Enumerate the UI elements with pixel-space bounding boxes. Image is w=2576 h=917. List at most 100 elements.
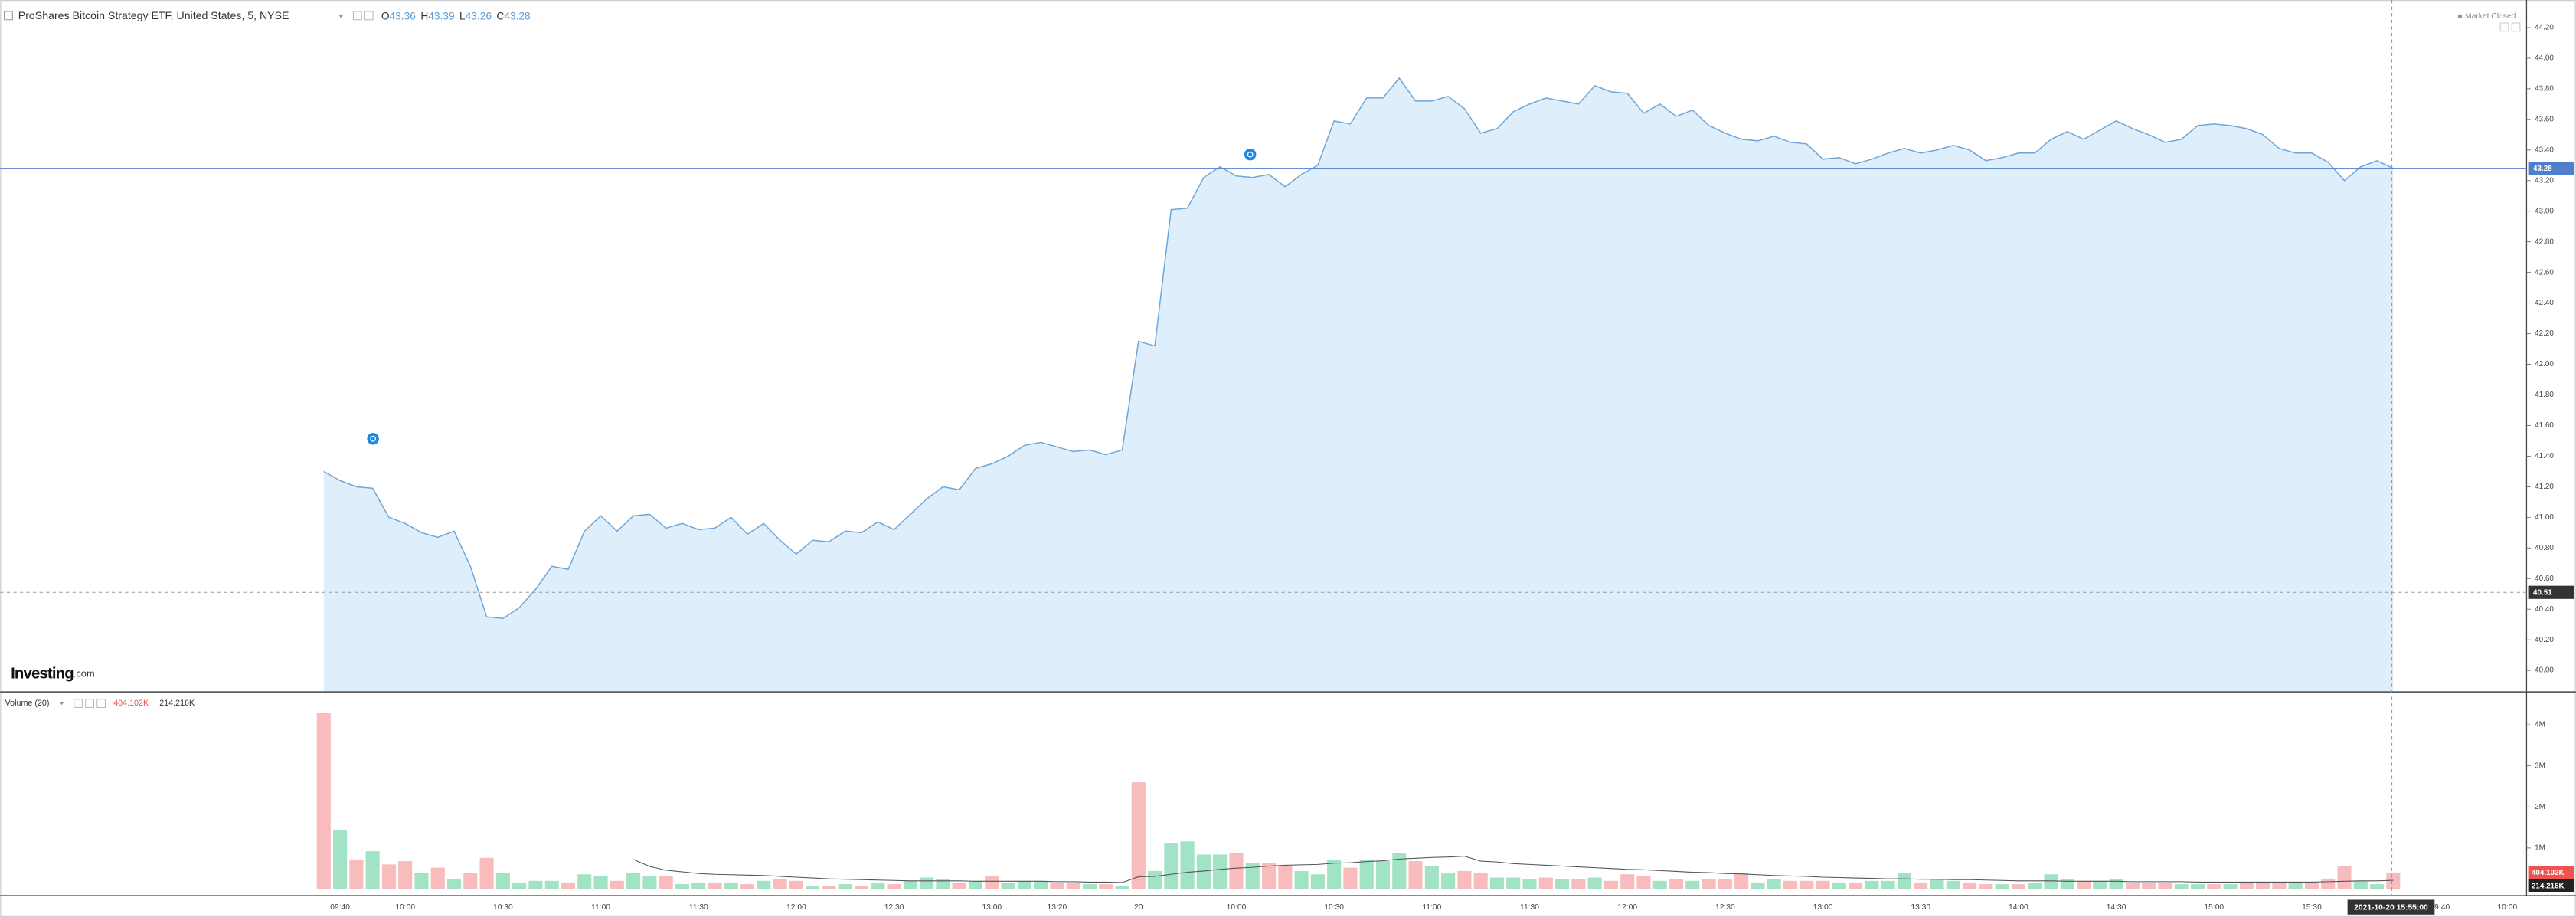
volume-bar <box>479 857 494 889</box>
menu-caret[interactable] <box>338 15 344 18</box>
volume-bar <box>675 884 689 889</box>
volume-bar <box>1571 879 1586 889</box>
x-tick-label: 10:30 <box>493 903 513 912</box>
volume-bar <box>724 882 738 889</box>
y-tick-label: 42.00 <box>2535 360 2554 368</box>
close-icon[interactable] <box>364 11 374 21</box>
y-tick-label: 41.60 <box>2535 421 2554 430</box>
volume-bar <box>1229 853 1244 889</box>
y-tick-label: 2M <box>2535 803 2545 811</box>
volume-bar <box>1392 853 1407 889</box>
ohlc-key: O <box>381 10 390 21</box>
x-tick-label: 10:00 <box>395 903 415 912</box>
volume-bar <box>1375 861 1391 889</box>
volume-bar <box>381 864 396 889</box>
indicator-icon[interactable] <box>85 699 95 709</box>
volume-bar <box>1979 884 1993 889</box>
volume-bar <box>1196 854 1211 889</box>
y-tick-label: 41.00 <box>2535 513 2554 522</box>
indicator-icon[interactable] <box>74 699 83 709</box>
volume-bar <box>593 876 608 889</box>
collapse-icon[interactable] <box>4 11 13 21</box>
volume-bar <box>642 876 657 889</box>
volume-value: 404.102K <box>113 699 149 708</box>
ma-last-box <box>2528 879 2574 892</box>
volume-bar <box>789 880 803 889</box>
volume-bar <box>512 882 527 889</box>
x-tick-label: 09:40 <box>330 903 350 912</box>
volume-bar <box>1066 882 1080 889</box>
volume-bar <box>316 713 331 889</box>
x-tick-label: 10:00 <box>2497 903 2517 912</box>
volume-bar <box>2076 880 2091 889</box>
news-marker[interactable] <box>367 433 379 445</box>
volume-bar <box>365 851 380 889</box>
settings-icon[interactable] <box>352 11 362 21</box>
volume-bar <box>936 879 950 889</box>
volume-bar <box>757 880 771 889</box>
x-tick-label: 15:00 <box>2204 903 2224 912</box>
y-tick-label: 4M <box>2535 721 2545 729</box>
x-tick-label: 9:40 <box>2434 903 2450 912</box>
volume-bar <box>1897 873 1911 889</box>
last-price-box <box>2528 162 2574 175</box>
x-tick-label: 20 <box>1134 903 1143 912</box>
pane-icon[interactable] <box>2499 22 2509 32</box>
x-tick-label: 11:30 <box>1520 903 1539 912</box>
volume-bar <box>1849 882 1863 889</box>
volume-bar <box>1522 879 1537 889</box>
volume-bar <box>398 861 413 889</box>
volume-bar <box>2044 874 2058 889</box>
volume-bar <box>1082 884 1097 889</box>
pane-icon[interactable] <box>2511 22 2521 32</box>
volume-bar <box>2386 872 2401 889</box>
x-tick-label: 13:00 <box>982 903 1002 912</box>
y-tick-label: 44.00 <box>2535 54 2554 63</box>
volume-bar <box>2060 879 2074 889</box>
volume-bar <box>2028 882 2042 889</box>
volume-bar <box>903 880 917 889</box>
volume-bar <box>1930 879 1944 889</box>
x-tick-label: 13:30 <box>1911 903 1930 912</box>
volume-bar <box>2109 879 2123 889</box>
volume-bar <box>2223 884 2238 889</box>
indicator-icon[interactable] <box>96 699 106 709</box>
price-line <box>323 77 2394 619</box>
volume-bar <box>2337 866 2352 889</box>
y-tick-label: 1M <box>2535 844 2545 853</box>
area-fill <box>323 77 2394 693</box>
volume-title: Volume (20) <box>5 699 50 708</box>
y-tick-label: 42.60 <box>2535 268 2554 277</box>
volume-bar <box>1718 879 1732 889</box>
prev-close-label: 40.51 <box>2533 588 2552 597</box>
volume-bar <box>1603 880 1618 889</box>
y-tick-label: 43.60 <box>2535 115 2554 123</box>
news-marker[interactable] <box>1244 148 1257 161</box>
y-tick-label: 41.20 <box>2535 483 2554 491</box>
volume-bar <box>1310 874 1325 889</box>
volume-bar <box>495 873 510 889</box>
volume-bar <box>2288 882 2303 889</box>
ma-value: 214.216K <box>159 699 195 708</box>
volume-bar <box>561 882 576 889</box>
last-price-label: 43.28 <box>2533 165 2552 173</box>
volume-bar <box>1767 879 1781 889</box>
x-tick-label: 10:00 <box>1227 903 1247 912</box>
x-tick-label: 12:30 <box>1715 903 1735 912</box>
volume-bar <box>2190 884 2205 889</box>
volume-bar <box>838 884 852 889</box>
volume-bar <box>1115 886 1129 889</box>
ohlc-key: C <box>496 10 504 21</box>
volume-bar <box>1636 876 1651 889</box>
ma-line <box>633 856 2394 883</box>
menu-caret[interactable] <box>59 701 64 706</box>
y-tick-label: 40.40 <box>2535 605 2554 614</box>
ohlc-key: L <box>459 10 466 21</box>
y-tick-label: 3M <box>2535 761 2545 770</box>
volume-bar <box>708 882 722 889</box>
volume-bar <box>887 884 901 889</box>
volume-last-label: 404.102K <box>2532 869 2565 877</box>
volume-bar <box>2239 882 2254 889</box>
